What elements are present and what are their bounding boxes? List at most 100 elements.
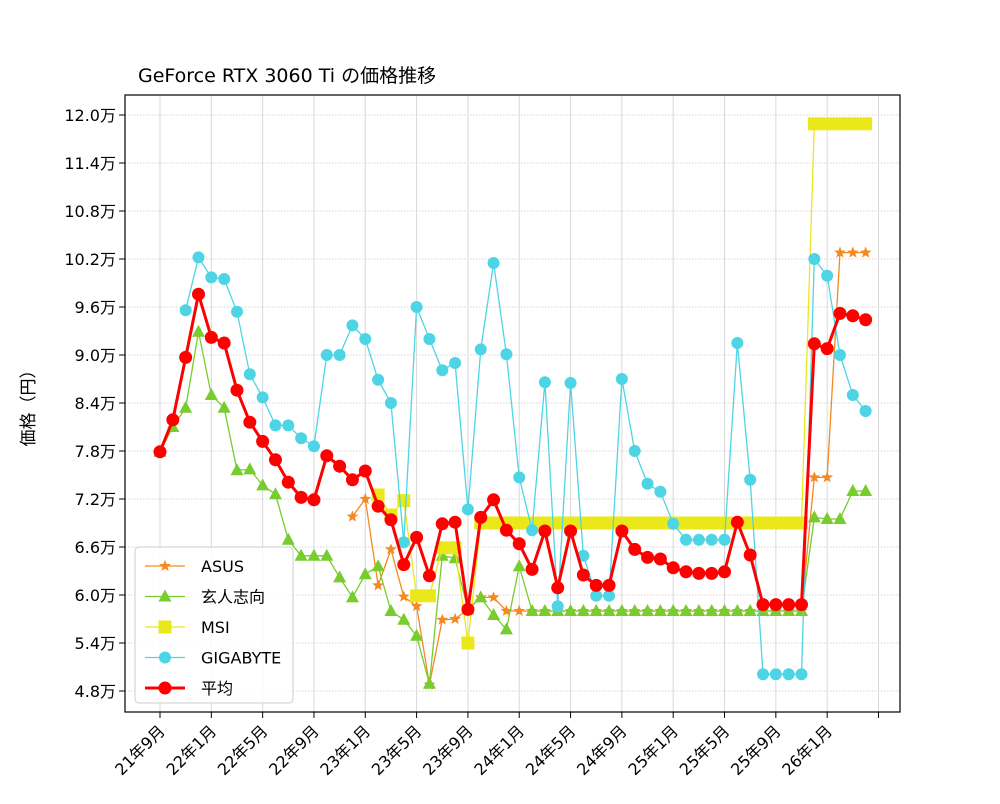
circle-marker [372,373,385,386]
circle-marker [756,598,770,612]
circle-marker [525,562,539,576]
x-tick-label: 25年1月 [624,721,682,779]
triangle-marker [807,510,821,523]
triangle-marker [525,604,539,616]
circle-marker [602,578,616,592]
y-tick-label: 10.2万 [64,250,116,269]
circle-marker [551,600,564,613]
square-marker [807,117,821,131]
legend: ASUS 玄人志向 MSI GIGABYTE 平均 [134,546,294,704]
star-marker [834,246,846,258]
triangle-marker [243,462,257,475]
y-tick-label: 8.4万 [75,394,116,413]
legend-label: 平均 [201,679,233,698]
triangle-marker [384,604,398,616]
circle-marker [628,445,641,457]
circle-marker [679,565,693,579]
circle-marker [538,376,551,389]
circle-marker [217,336,231,350]
circle-marker [628,542,642,556]
circle-marker [500,348,513,361]
triangle-marker [320,548,334,561]
square-marker [769,516,783,530]
square-marker [692,516,706,530]
triangle-marker [846,484,860,496]
triangle-marker [358,567,372,580]
square-marker [410,589,424,603]
circle-marker [397,536,410,549]
circle-marker [294,490,308,504]
circle-marker [333,349,346,361]
circle-marker [295,432,308,445]
circle-marker [243,368,256,381]
square-marker [158,620,172,634]
x-tick-label: 25年9月 [727,721,785,779]
circle-marker [576,568,590,582]
triangle-marker [730,604,744,616]
square-marker [487,516,501,530]
y-axis-label: 価格（円） [19,362,39,447]
circle-marker [384,513,398,527]
triangle-marker [230,463,244,476]
circle-marker [538,524,552,538]
y-tick-label: 4.8万 [75,682,116,701]
triangle-marker [641,604,655,616]
triangle-marker [448,551,462,564]
circle-marker [859,313,873,327]
circle-marker [667,517,680,530]
triangle-marker [679,604,693,616]
circle-marker [821,269,834,282]
circle-marker [718,565,732,579]
circle-marker [204,330,218,344]
square-marker [756,516,770,530]
circle-marker [205,271,218,284]
circle-marker [603,589,616,602]
circle-marker [666,561,680,575]
circle-marker [512,537,526,551]
circle-marker [435,517,449,531]
circle-marker [743,548,757,562]
circle-marker [371,499,385,513]
circle-marker [320,449,334,463]
series-line [351,251,866,686]
circle-marker [192,251,205,264]
triangle-marker [499,622,513,635]
square-marker [422,589,436,603]
star-marker [513,604,526,616]
chart-title: GeForce RTX 3060 Ti の価格推移 [138,65,436,87]
square-marker [628,516,642,530]
x-tick-label: 23年1月 [316,721,374,779]
triangle-marker [307,548,321,561]
square-marker [551,516,565,530]
circle-marker [436,364,449,377]
circle-marker [268,453,282,467]
circle-marker [474,343,487,356]
circle-marker [705,566,719,580]
circle-marker [256,391,269,404]
circle-marker [808,253,821,265]
plot-area [153,117,873,690]
star-marker [436,613,449,625]
circle-marker [731,337,744,349]
circle-marker [179,304,192,317]
circle-marker [807,337,821,351]
triangle-marker [158,589,172,602]
circle-marker [166,413,180,427]
legend-label: ASUS [201,557,244,576]
circle-marker [256,434,270,448]
circle-marker [590,589,603,602]
circle-marker [615,373,628,385]
star-marker [487,591,500,603]
y-tick-label: 9.0万 [75,346,116,365]
circle-marker [218,273,231,285]
circle-marker [179,350,193,364]
y-tick-label: 9.6万 [75,298,116,317]
circle-marker [153,445,167,459]
square-marker [718,516,732,530]
star-marker [359,492,372,504]
circle-marker [769,668,782,681]
circle-marker [641,477,654,490]
triangle-marker [397,612,411,625]
square-marker [589,516,603,530]
